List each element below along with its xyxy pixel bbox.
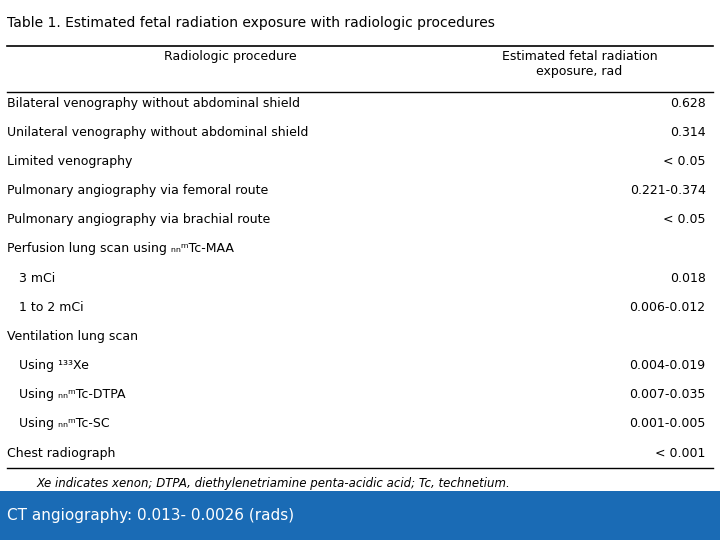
Text: 1 to 2 mCi: 1 to 2 mCi xyxy=(7,301,84,314)
Text: 0.628: 0.628 xyxy=(670,97,706,110)
Text: 0.018: 0.018 xyxy=(670,272,706,285)
Text: 0.221-0.374: 0.221-0.374 xyxy=(630,184,706,197)
Bar xyxy=(0,491,720,540)
Text: Chest radiograph: Chest radiograph xyxy=(7,447,116,460)
Text: 3 mCi: 3 mCi xyxy=(7,272,55,285)
Text: < 0.05: < 0.05 xyxy=(663,155,706,168)
Text: Using ¹³³Xe: Using ¹³³Xe xyxy=(7,359,89,372)
Text: Ventilation lung scan: Ventilation lung scan xyxy=(7,330,138,343)
Text: < 0.05: < 0.05 xyxy=(663,213,706,226)
Text: CT angiography: 0.013- 0.0026 (rads): CT angiography: 0.013- 0.0026 (rads) xyxy=(7,508,294,523)
Text: Using ₙₙᵐTc-DTPA: Using ₙₙᵐTc-DTPA xyxy=(7,388,126,401)
Text: 0.001-0.005: 0.001-0.005 xyxy=(629,417,706,430)
Text: Limited venography: Limited venography xyxy=(7,155,132,168)
Text: Radiologic procedure: Radiologic procedure xyxy=(164,50,297,63)
Text: 0.004-0.019: 0.004-0.019 xyxy=(629,359,706,372)
Text: Unilateral venography without abdominal shield: Unilateral venography without abdominal … xyxy=(7,126,309,139)
Text: Bilateral venography without abdominal shield: Bilateral venography without abdominal s… xyxy=(7,97,300,110)
Text: Pulmonary angiography via femoral route: Pulmonary angiography via femoral route xyxy=(7,184,269,197)
Text: 0.006-0.012: 0.006-0.012 xyxy=(629,301,706,314)
Text: Estimated fetal radiation
exposure, rad: Estimated fetal radiation exposure, rad xyxy=(502,50,657,78)
Text: Table 1. Estimated fetal radiation exposure with radiologic procedures: Table 1. Estimated fetal radiation expos… xyxy=(7,16,495,30)
Text: 0.314: 0.314 xyxy=(670,126,706,139)
Text: 0.007-0.035: 0.007-0.035 xyxy=(629,388,706,401)
Text: Using ₙₙᵐTc-SC: Using ₙₙᵐTc-SC xyxy=(7,417,110,430)
Text: Perfusion lung scan using ₙₙᵐTc-MAA: Perfusion lung scan using ₙₙᵐTc-MAA xyxy=(7,242,234,255)
Text: Pulmonary angiography via brachial route: Pulmonary angiography via brachial route xyxy=(7,213,271,226)
Text: Xe indicates xenon; DTPA, diethylenetriamine penta-acidic acid; Tc, technetium.: Xe indicates xenon; DTPA, diethylenetria… xyxy=(36,477,510,490)
Text: < 0.001: < 0.001 xyxy=(655,447,706,460)
